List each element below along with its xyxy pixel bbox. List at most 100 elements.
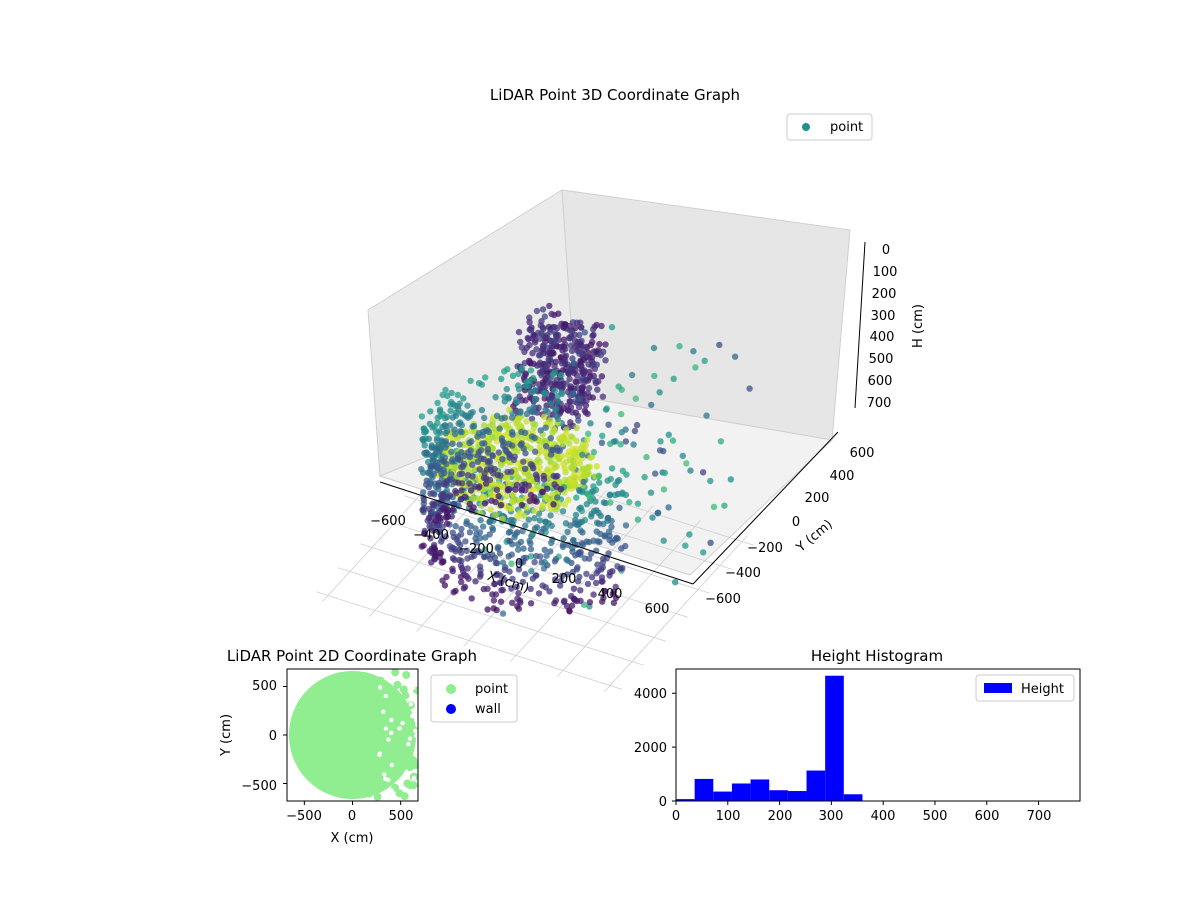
z-tick-3d: 600: [868, 374, 893, 389]
point-3d: [458, 487, 465, 494]
y-tick-3d: 200: [805, 491, 830, 506]
point-3d: [682, 542, 689, 549]
point-3d: [481, 546, 489, 553]
point-3d: [611, 491, 619, 499]
point-3d: [435, 513, 442, 520]
point-3d: [479, 428, 487, 436]
point-3d: [481, 500, 489, 507]
x-tick-2d: 500: [389, 809, 414, 824]
point-2d-gap: [389, 762, 394, 768]
point-3d: [616, 504, 623, 511]
point-3d: [442, 533, 449, 540]
point-3d: [541, 413, 548, 420]
point-3d: [571, 337, 579, 345]
point-3d: [554, 415, 562, 423]
point-3d: [563, 426, 570, 433]
point-3d: [474, 474, 481, 481]
point-3d: [652, 470, 659, 477]
point-3d: [661, 469, 669, 477]
point-2d-gap: [386, 777, 391, 783]
point-3d: [482, 480, 490, 487]
point-3d: [497, 579, 504, 587]
point-3d: [598, 439, 606, 446]
point-2d: [365, 730, 374, 739]
histogram-x-tick-labels: 0 100 200 300 400 500 600 700: [672, 809, 1052, 824]
point-3d: [459, 568, 467, 575]
chart-2d-title: LiDAR Point 2D Coordinate Graph: [227, 647, 477, 665]
point-3d: [518, 365, 526, 372]
y-axis-line: [692, 431, 839, 585]
point-3d: [649, 514, 656, 521]
point-3d: [594, 386, 601, 393]
legend-3d: point: [786, 113, 873, 141]
point-3d: [542, 424, 549, 431]
chart-histogram: Height Histogram 0 100 200 300 400 500 6…: [634, 647, 1081, 824]
point-3d: [455, 539, 462, 546]
point-3d: [555, 382, 563, 390]
point-3d: [489, 445, 496, 452]
point-3d: [427, 408, 434, 415]
point-3d: [561, 501, 569, 508]
point-3d: [602, 406, 610, 413]
z-axis-line: [854, 241, 866, 409]
point-3d: [499, 456, 506, 463]
point-3d: [686, 531, 693, 538]
point-3d: [509, 575, 516, 583]
point-2d: [393, 680, 402, 689]
point-3d: [508, 560, 515, 567]
point-2d-gap: [381, 709, 386, 714]
point-3d: [430, 544, 437, 551]
histogram-bar: [806, 770, 826, 801]
point-2d-gap: [389, 717, 394, 723]
point-3d: [561, 597, 568, 604]
point-3d: [425, 483, 433, 491]
point-3d: [541, 546, 548, 553]
y-tick-2d: 500: [252, 679, 277, 694]
point-3d: [631, 427, 639, 435]
point-3d: [432, 446, 439, 453]
point-3d: [576, 331, 583, 339]
point-3d: [515, 415, 522, 422]
point-3d: [594, 561, 601, 568]
x-tick-3d: −200: [458, 542, 494, 557]
y-tick-3d: 600: [850, 446, 875, 461]
point-3d: [612, 481, 619, 489]
point-3d: [553, 376, 560, 384]
point-3d: [531, 507, 538, 515]
point-3d: [525, 516, 532, 523]
point-3d: [665, 431, 672, 438]
point-3d: [450, 533, 457, 541]
histogram-bar: [713, 791, 732, 801]
point-3d: [449, 414, 456, 421]
point-3d: [535, 590, 543, 597]
point-3d: [444, 413, 451, 421]
point-2d: [409, 781, 418, 790]
point-3d: [489, 591, 496, 598]
point-3d: [569, 568, 577, 576]
point-3d: [503, 421, 510, 429]
point-3d: [541, 558, 548, 566]
point-3d: [526, 314, 533, 321]
hist-x-tick: 200: [768, 809, 793, 824]
point-3d: [564, 571, 571, 578]
point-3d: [596, 479, 603, 486]
point-3d: [504, 486, 512, 493]
point-3d: [505, 450, 512, 457]
point-3d: [514, 603, 521, 610]
point-2d: [363, 760, 372, 769]
point-2d-gap: [389, 730, 394, 736]
point-3d: [539, 582, 546, 589]
point-3d: [441, 422, 448, 429]
point-3d: [466, 500, 473, 508]
point-3d: [564, 557, 572, 564]
point-3d: [482, 475, 490, 482]
point-3d: [619, 490, 626, 498]
legend-3d-marker: [802, 123, 810, 131]
point-3d: [510, 495, 518, 503]
point-3d: [562, 345, 569, 353]
point-3d: [421, 530, 428, 537]
point-3d: [576, 395, 583, 403]
point-3d: [531, 339, 539, 346]
point-3d: [563, 436, 570, 443]
point-3d: [547, 328, 554, 335]
